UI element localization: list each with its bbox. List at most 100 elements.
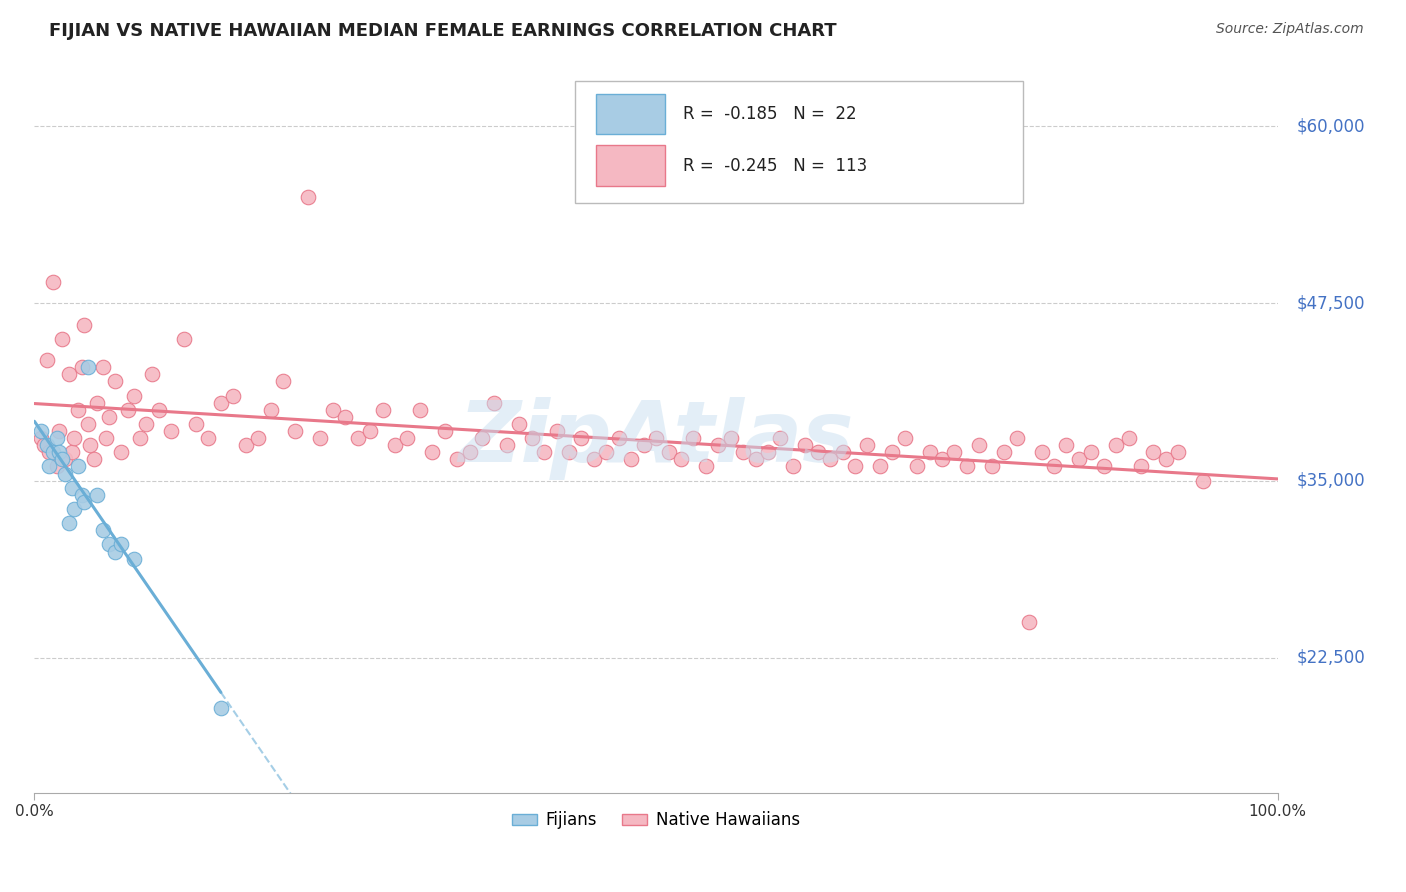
Point [173, 332, 195, 346]
Point [1092, 459, 1115, 474]
Point [51, 332, 73, 346]
Point [42, 445, 65, 459]
Point [818, 452, 841, 467]
Point [1031, 445, 1053, 459]
Point [409, 402, 432, 417]
Point [55, 467, 77, 481]
Point [359, 424, 381, 438]
Point [247, 431, 270, 445]
Point [856, 438, 879, 452]
Point [446, 452, 468, 467]
Point [209, 395, 232, 409]
Point [70, 360, 93, 375]
Point [73, 318, 96, 332]
Point [35, 438, 58, 452]
Point [55, 452, 77, 467]
Point [620, 452, 643, 467]
Text: Source: ZipAtlas.com: Source: ZipAtlas.com [1216, 22, 1364, 37]
Point [669, 452, 692, 467]
Point [384, 438, 406, 452]
Point [63, 431, 86, 445]
Point [657, 445, 679, 459]
Point [595, 445, 617, 459]
Point [48, 424, 70, 438]
Point [707, 438, 730, 452]
Point [235, 438, 257, 452]
Point [284, 424, 307, 438]
Point [844, 459, 866, 474]
Point [905, 459, 928, 474]
Point [1018, 615, 1040, 630]
Point [83, 452, 105, 467]
Point [1118, 431, 1140, 445]
Point [335, 409, 357, 424]
Point [869, 459, 891, 474]
Point [197, 431, 219, 445]
Point [682, 431, 704, 445]
Point [433, 424, 456, 438]
Point [607, 431, 630, 445]
Point [51, 452, 73, 467]
Point [66, 402, 89, 417]
Point [160, 424, 183, 438]
Point [271, 375, 294, 389]
Point [695, 459, 717, 474]
Point [38, 445, 60, 459]
Point [396, 431, 419, 445]
Point [571, 431, 593, 445]
Point [91, 360, 114, 375]
Point [733, 445, 755, 459]
Point [980, 459, 1002, 474]
Point [1192, 474, 1215, 488]
Point [48, 445, 70, 459]
Point [98, 537, 121, 551]
Point [104, 544, 127, 558]
Text: $47,500: $47,500 [1296, 294, 1365, 312]
Point [38, 459, 60, 474]
Point [79, 438, 101, 452]
Legend: Fijians, Native Hawaiians: Fijians, Native Hawaiians [506, 805, 807, 836]
Text: R =  -0.185   N =  22: R = -0.185 N = 22 [683, 105, 858, 123]
Point [322, 402, 344, 417]
Point [86, 488, 108, 502]
Point [104, 375, 127, 389]
Point [558, 445, 581, 459]
Point [1105, 438, 1128, 452]
Point [1154, 452, 1177, 467]
Point [882, 445, 904, 459]
Point [894, 431, 917, 445]
Point [1167, 445, 1189, 459]
Point [73, 495, 96, 509]
Point [209, 700, 232, 714]
Point [1130, 459, 1153, 474]
Point [918, 445, 941, 459]
Point [1142, 445, 1164, 459]
Point [184, 417, 207, 431]
Point [70, 488, 93, 502]
Point [30, 424, 52, 438]
Point [931, 452, 953, 467]
Point [42, 275, 65, 289]
Point [117, 402, 139, 417]
Point [122, 551, 145, 566]
Point [122, 388, 145, 402]
Point [744, 452, 766, 467]
Point [45, 431, 67, 445]
Point [297, 190, 319, 204]
Point [546, 424, 568, 438]
Point [420, 445, 443, 459]
Point [63, 502, 86, 516]
Point [969, 438, 991, 452]
Text: FIJIAN VS NATIVE HAWAIIAN MEDIAN FEMALE EARNINGS CORRELATION CHART: FIJIAN VS NATIVE HAWAIIAN MEDIAN FEMALE … [49, 22, 837, 40]
Point [58, 516, 80, 531]
Point [794, 438, 817, 452]
Point [471, 431, 494, 445]
Point [1054, 438, 1077, 452]
Point [45, 459, 67, 474]
Point [30, 431, 52, 445]
Bar [596, 94, 665, 135]
Point [1067, 452, 1090, 467]
Point [86, 395, 108, 409]
Point [533, 445, 555, 459]
Point [1005, 431, 1028, 445]
